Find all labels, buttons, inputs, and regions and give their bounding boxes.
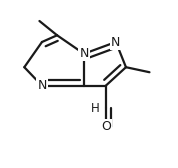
Text: N: N <box>111 35 121 49</box>
Text: N: N <box>79 47 89 60</box>
Text: H: H <box>91 102 100 115</box>
Text: N: N <box>37 79 47 92</box>
Text: O: O <box>101 120 111 133</box>
